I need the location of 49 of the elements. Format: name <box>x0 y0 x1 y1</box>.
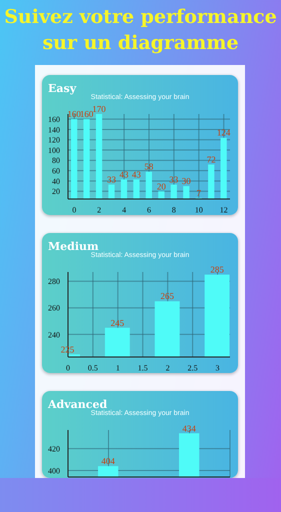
y-tick-label: 420 <box>48 444 60 454</box>
x-tick-label: 2.5 <box>188 364 198 373</box>
chart-title: Medium <box>48 240 99 253</box>
data-label: 33 <box>169 174 179 185</box>
x-tick-label: 8 <box>172 206 176 215</box>
x-tick-label: 6 <box>147 206 151 215</box>
y-tick-label: 160 <box>48 114 60 124</box>
x-tick-label: 0.5 <box>88 364 98 373</box>
chart-title: Easy <box>48 82 76 95</box>
data-label: 43 <box>132 169 142 180</box>
data-label: 160 <box>67 109 82 120</box>
y-tick-label: 80 <box>52 156 60 166</box>
y-tick-label: 100 <box>48 146 60 155</box>
x-tick-label: 4 <box>122 206 126 215</box>
x-tick-label: 1 <box>116 364 120 373</box>
data-label: 43 <box>119 169 129 180</box>
x-tick-label: 1.5 <box>138 364 148 373</box>
data-label: 33 <box>107 174 116 185</box>
y-tick-label: 260 <box>48 304 60 313</box>
data-label: 72 <box>206 154 216 164</box>
y-tick-label: 40 <box>52 176 60 186</box>
data-label: 20 <box>156 181 166 192</box>
y-tick-label: 120 <box>48 136 60 145</box>
y-tick-label: 240 <box>48 330 60 340</box>
text: Suivez votre performance sur un diagramme <box>3 5 278 56</box>
x-tick-label: 3 <box>216 364 220 373</box>
data-label: 124 <box>216 128 231 138</box>
x-tick-label: 2 <box>166 364 170 373</box>
y-tick-label: 280 <box>48 277 60 286</box>
data-label: 160 <box>80 109 94 120</box>
data-label: 30 <box>182 176 192 186</box>
y-tick-label: 20 <box>52 187 60 196</box>
y-tick-label: 140 <box>48 125 60 134</box>
data-label: 265 <box>160 291 174 302</box>
chart-title: Advanced <box>48 398 108 411</box>
x-tick-label: 2 <box>97 206 102 215</box>
x-tick-label: 0 <box>66 364 70 373</box>
x-tick-label: 0 <box>72 206 76 215</box>
data-label: 404 <box>101 456 116 466</box>
y-tick-label: 60 <box>52 166 60 176</box>
data-label: 170 <box>92 104 106 114</box>
x-tick-label: 10 <box>194 206 203 215</box>
y-tick-label: 400 <box>48 466 60 476</box>
data-label: 434 <box>182 423 196 434</box>
data-label: 7 <box>196 188 202 198</box>
data-label: 58 <box>144 162 154 172</box>
data-label: 245 <box>110 318 125 328</box>
data-label: 285 <box>210 264 224 275</box>
x-tick-label: 12 <box>220 206 228 215</box>
